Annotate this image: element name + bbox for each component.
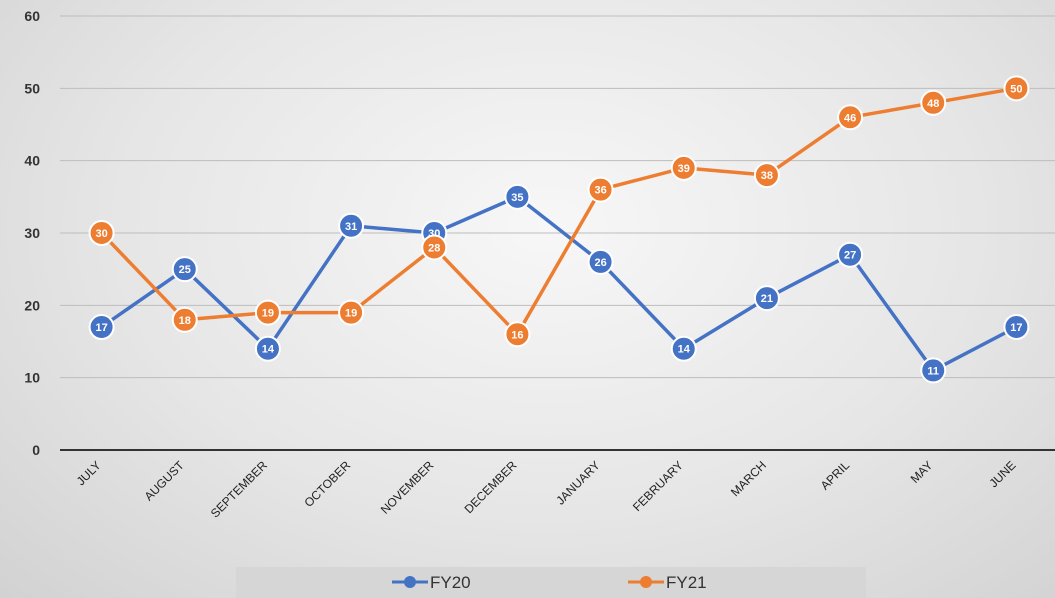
data-label-fy21: 19	[345, 308, 357, 320]
data-label-fy20: 27	[844, 250, 856, 262]
data-label-fy20: 21	[761, 293, 773, 305]
legend-label-fy21: FY21	[666, 573, 707, 592]
x-tick-label: SEPTEMBER	[208, 458, 270, 520]
y-tick-label: 30	[24, 225, 40, 241]
data-label-fy21: 36	[594, 185, 606, 197]
data-point-fy21	[421, 234, 448, 261]
data-label-fy21: 28	[428, 242, 440, 254]
data-point-fy20	[254, 335, 281, 362]
data-label-fy21: 38	[761, 170, 773, 182]
y-tick-label: 50	[24, 80, 40, 96]
series-line-fy20	[100, 195, 1018, 373]
x-tick-label: FEBRUARY	[630, 458, 686, 514]
x-tick-label: MARCH	[728, 458, 769, 499]
x-tick-label: JUNE	[986, 458, 1018, 490]
y-axis-ticks: 0 10 20 30 40 50 60	[24, 8, 40, 458]
data-point-fy21	[504, 321, 531, 348]
data-label-fy20: 14	[262, 344, 275, 356]
data-label-fy21: 30	[95, 228, 107, 240]
data-point-fy20	[88, 314, 115, 341]
x-tick-label: DECEMBER	[462, 458, 520, 516]
data-label-fy21: 48	[927, 98, 939, 110]
data-label-fy20: 17	[95, 322, 107, 334]
data-point-fy20	[587, 248, 614, 275]
y-tick-label: 0	[32, 442, 40, 458]
data-point-fy21	[753, 162, 780, 189]
data-label-fy20: 14	[678, 344, 691, 356]
series-fy20: 17 25 14 31 30 35 26 14 21 27 11 17	[88, 183, 1030, 384]
x-tick-label: JANUARY	[553, 458, 602, 507]
legend-background	[236, 567, 866, 598]
legend: FY20 FY21	[236, 567, 866, 598]
data-point-fy20	[837, 241, 864, 268]
x-tick-label: AUGUST	[142, 458, 188, 504]
data-label-fy20: 26	[594, 257, 606, 269]
data-label-fy20: 25	[179, 264, 191, 276]
data-label-fy20: 35	[511, 192, 523, 204]
x-tick-label: MAY	[908, 458, 936, 486]
data-label-fy21: 16	[511, 329, 523, 341]
legend-marker-fy20	[404, 576, 416, 588]
data-label-fy21: 19	[262, 308, 274, 320]
y-tick-label: 20	[24, 297, 40, 313]
x-tick-label: JULY	[74, 458, 104, 488]
y-tick-label: 10	[24, 370, 40, 386]
data-label-fy21: 39	[678, 163, 690, 175]
data-point-fy21	[171, 306, 198, 333]
data-label-fy20: 17	[1010, 322, 1022, 334]
data-point-fy21	[670, 154, 697, 181]
y-tick-label: 40	[24, 153, 40, 169]
data-point-fy20	[338, 212, 365, 239]
x-axis-ticks: JULY AUGUST SEPTEMBER OCTOBER NOVEMBER DECEMB…	[74, 458, 1019, 521]
x-tick-label: APRIL	[818, 458, 853, 493]
legend-marker-fy21	[640, 576, 652, 588]
series-line-fy21	[100, 86, 1017, 337]
data-point-fy20	[1003, 314, 1030, 341]
data-label-fy21: 18	[179, 315, 191, 327]
data-point-fy21	[920, 89, 947, 116]
legend-label-fy20: FY20	[430, 573, 471, 592]
data-label-fy21: 46	[844, 112, 856, 124]
data-point-fy21	[1003, 75, 1030, 102]
data-point-fy20	[670, 335, 697, 362]
data-label-fy20: 31	[345, 221, 357, 233]
data-point-fy20	[504, 183, 531, 210]
data-point-fy21	[587, 176, 614, 203]
x-tick-label: OCTOBER	[301, 458, 353, 510]
data-label-fy20: 11	[927, 365, 939, 377]
series-fy21: 30 18 19 19 28 16 36 39 38 46 48 50	[88, 75, 1030, 348]
gridlines	[60, 15, 1055, 451]
data-point-fy21	[837, 104, 864, 131]
data-point-fy20	[171, 256, 198, 283]
data-label-fy21: 50	[1010, 83, 1022, 95]
data-point-fy20	[920, 357, 947, 384]
y-tick-label: 60	[24, 8, 40, 24]
data-point-fy21	[88, 220, 115, 246]
x-tick-label: NOVEMBER	[378, 458, 437, 517]
data-point-fy20	[753, 285, 780, 312]
data-point-fy21	[254, 299, 281, 326]
data-point-fy21	[338, 299, 365, 326]
